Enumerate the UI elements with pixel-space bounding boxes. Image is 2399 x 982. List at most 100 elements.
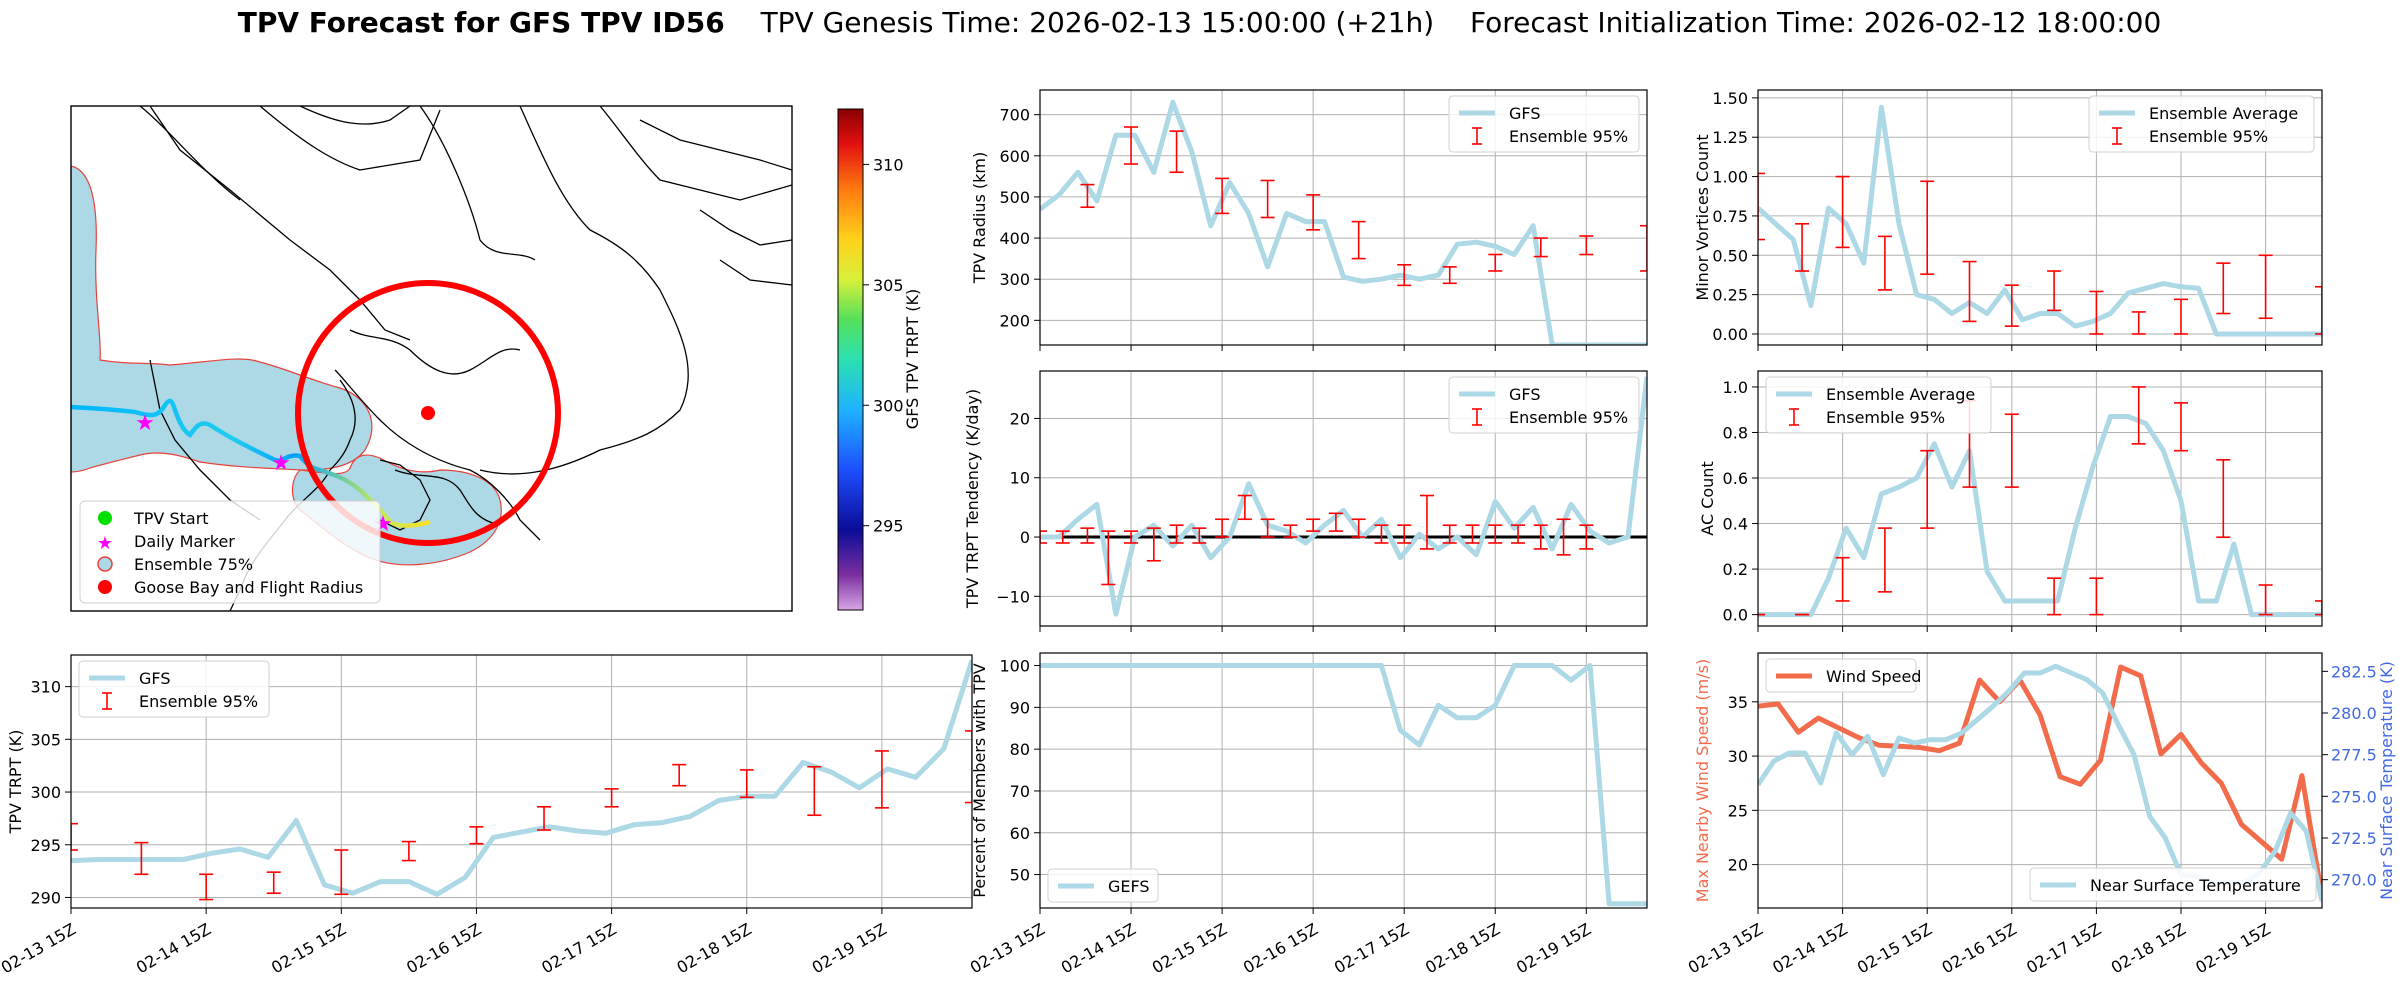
error-bar	[2131, 386, 2146, 445]
error-bar	[1533, 237, 1548, 258]
goose-bay-marker	[421, 406, 435, 420]
error-bar	[1040, 530, 1047, 544]
y-tick-label: 310	[30, 678, 61, 697]
error-bar	[1055, 530, 1070, 544]
y-tick-label: 1.50	[1712, 89, 1748, 108]
error-bar	[199, 873, 214, 901]
y-tick-label: 600	[999, 147, 1030, 166]
y-tick-label: 100	[999, 657, 1030, 676]
members-chart: 50 60 70 80 90 100 Percent of Members with TPV…	[967, 652, 1648, 977]
error-bar	[1877, 527, 1892, 593]
wind-temperature-chart: 20 25 30 35 Max Nearby Wind Speed (m/s) 270.0…	[1685, 652, 2396, 977]
legend-label: Ensemble 95%	[1509, 408, 1628, 427]
error-bar	[1080, 183, 1095, 209]
x-tick-label: 02-14 15Z	[1058, 919, 1139, 977]
error-bar	[1442, 524, 1457, 544]
error-bar	[1237, 494, 1252, 521]
error-bar	[1877, 235, 1892, 291]
error-bar	[1146, 527, 1161, 562]
y-tick-label: 0.8	[1723, 423, 1748, 442]
y-tick-label: 10	[1010, 469, 1030, 488]
y-axis-label: TPV Radius (km)	[970, 152, 989, 285]
legend-daily-marker-icon: ★	[97, 533, 113, 554]
y-tick-label: 1.0	[1723, 378, 1748, 397]
colorbar-label: GFS TPV TRPT (K)	[903, 289, 922, 429]
series-line-ensemble-average	[1758, 104, 2322, 337]
colorbar-gradient	[837, 108, 864, 611]
y-tick-label: 0.4	[1723, 515, 1748, 534]
y-axis-label: TPV TRPT (K)	[6, 730, 25, 835]
y-tick-label: 1.00	[1712, 168, 1748, 187]
error-bar	[2216, 262, 2231, 315]
error-bar	[1920, 180, 1935, 275]
legend-label: Ensemble 95%	[139, 692, 258, 711]
x-tick-label: 02-16 15Z	[1240, 919, 1321, 977]
plot-frame	[1757, 370, 2323, 627]
error-bar	[1124, 530, 1139, 544]
coastlines	[139, 106, 792, 611]
series-line-gfs	[71, 659, 972, 897]
error-bar	[1419, 494, 1434, 550]
error-bar	[1260, 179, 1275, 219]
x-tick-label: 02-14 15Z	[1769, 919, 1850, 977]
title-init-time: Forecast Initialization Time: 2026-02-12…	[1470, 6, 2162, 39]
plot-area	[1758, 653, 2322, 908]
error-bar	[2258, 584, 2273, 616]
legend-label: Ensemble 95%	[1509, 127, 1628, 146]
legend-ensemble-75: Ensemble 75%	[134, 555, 253, 574]
error-bar	[1835, 175, 1850, 249]
y-tick-label: 1.25	[1712, 128, 1748, 147]
error-bar	[1283, 524, 1298, 538]
y-tick-label: −10	[996, 587, 1030, 606]
x-tick-label: 02-15 15Z	[268, 919, 349, 977]
chart-legend: GFS Ensemble 95%	[1448, 376, 1640, 434]
radius-chart: 200 300 400 500 600 700 TPV Radius (km) GFS Ense…	[970, 89, 1648, 351]
y2-tick-label: 270.0	[2331, 871, 2377, 890]
error-bar	[1758, 172, 1765, 241]
error-bar	[1374, 524, 1389, 544]
x-tick-label: 02-17 15Z	[538, 919, 619, 977]
title-tpv-id: TPV Forecast for GFS TPV ID56	[237, 6, 725, 39]
plot-frame	[1757, 652, 2323, 909]
error-bar	[1328, 512, 1343, 532]
series-line-gefs	[1040, 663, 1647, 907]
track-map: ★ ★ ★ TPV Start ★ Daily Marker Ensemble …	[70, 105, 922, 612]
series-line-wind-speed	[1758, 664, 2322, 898]
error-bar	[2004, 413, 2019, 488]
error-bar	[1920, 449, 1935, 529]
error-bar	[2174, 298, 2188, 335]
error-bar	[1215, 177, 1230, 215]
x-tick-label: 02-13 15Z	[1685, 919, 1766, 977]
error-bar	[2047, 577, 2062, 616]
series-line-ensemble-average	[1758, 414, 2322, 618]
y-tick-label: 70	[1010, 782, 1030, 801]
plot-frame	[1757, 89, 2323, 346]
y-tick-label: 0	[1020, 528, 1030, 547]
error-bar	[1397, 524, 1412, 544]
chart-legend: Wind Speed	[1765, 658, 1921, 693]
error-bar	[2004, 284, 2019, 327]
error-bar	[1511, 524, 1526, 544]
chart-legend: GFS Ensemble 95%	[78, 660, 270, 718]
legend-goose-bay: Goose Bay and Flight Radius	[134, 578, 363, 597]
error-bar	[469, 826, 484, 845]
colorbar-tick-label: 300	[873, 396, 904, 415]
y2-tick-label: 275.0	[2331, 787, 2377, 806]
x-tick-label: 02-15 15Z	[1149, 919, 1230, 977]
x-tick-label: 02-16 15Z	[1939, 919, 2020, 977]
error-bar	[874, 750, 889, 809]
plot-area	[1040, 653, 1647, 908]
figure-title: TPV Forecast for GFS TPV ID56 TPV Genesi…	[0, 6, 2399, 39]
error-bar	[1442, 266, 1457, 285]
daily-marker-star: ★	[271, 451, 291, 476]
legend-tpv-start: TPV Start	[133, 509, 209, 528]
daily-marker-star: ★	[135, 411, 155, 436]
plot-frame	[70, 654, 973, 909]
minor-vortices-chart: 0.00 0.25 0.50 0.75 1.00 1.25 1.50 Minor Vortic…	[1693, 89, 2323, 351]
error-bar	[1080, 527, 1095, 544]
plot-frame	[1039, 652, 1648, 909]
legend-label: Ensemble 95%	[2149, 127, 2268, 146]
x-tick-label: 02-17 15Z	[2023, 919, 2104, 977]
error-bar	[1306, 194, 1321, 231]
